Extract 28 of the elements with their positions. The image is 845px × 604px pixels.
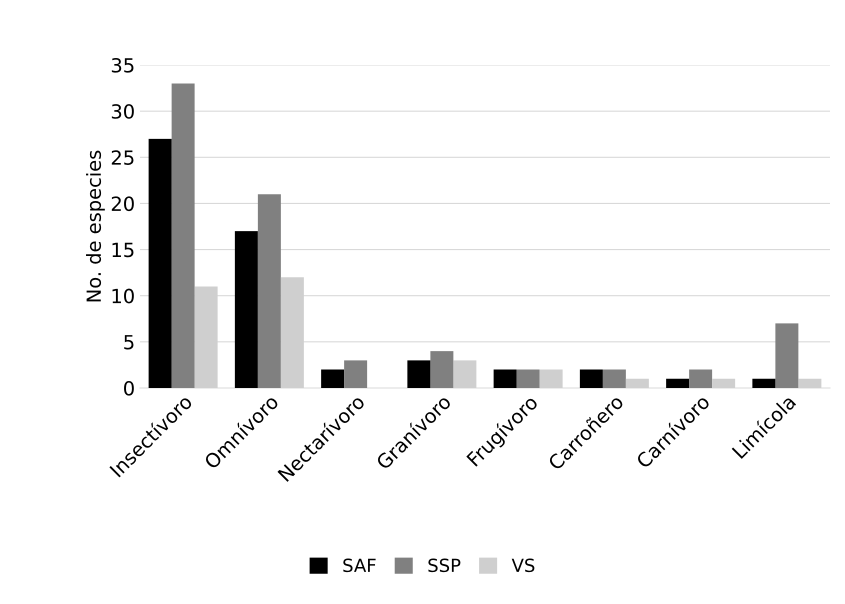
bar [775,323,798,388]
bar [321,370,344,388]
bar [602,370,626,388]
legend-label: VS [512,558,534,572]
bar [580,370,603,388]
y-tick-label: 0 [124,380,134,396]
bar [258,194,281,388]
y-tick-label: 25 [112,150,134,165]
legend-label: SSP [428,558,460,572]
bar [344,360,368,388]
bar [407,360,430,388]
y-tick-label: 30 [112,104,134,119]
bar [752,378,776,388]
y-tick-label: 5 [124,335,134,350]
bar [430,351,454,388]
bar [148,138,172,388]
bar [172,83,195,388]
y-tick-label: 20 [112,196,134,212]
legend-label: SAF [343,558,376,572]
bar [689,370,712,388]
y-tick-label: 10 [112,288,134,304]
y-tick-label: 15 [112,242,134,258]
bar [494,370,517,388]
bar [516,370,540,388]
bar [666,378,690,388]
y-axis-title: No. de especies [86,150,105,302]
y-tick-label: 35 [112,58,134,73]
bar [234,231,258,388]
